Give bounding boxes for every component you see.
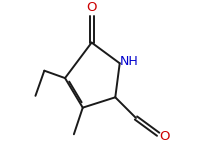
Text: O: O <box>159 130 169 143</box>
Text: O: O <box>86 1 96 14</box>
Text: NH: NH <box>119 55 138 68</box>
